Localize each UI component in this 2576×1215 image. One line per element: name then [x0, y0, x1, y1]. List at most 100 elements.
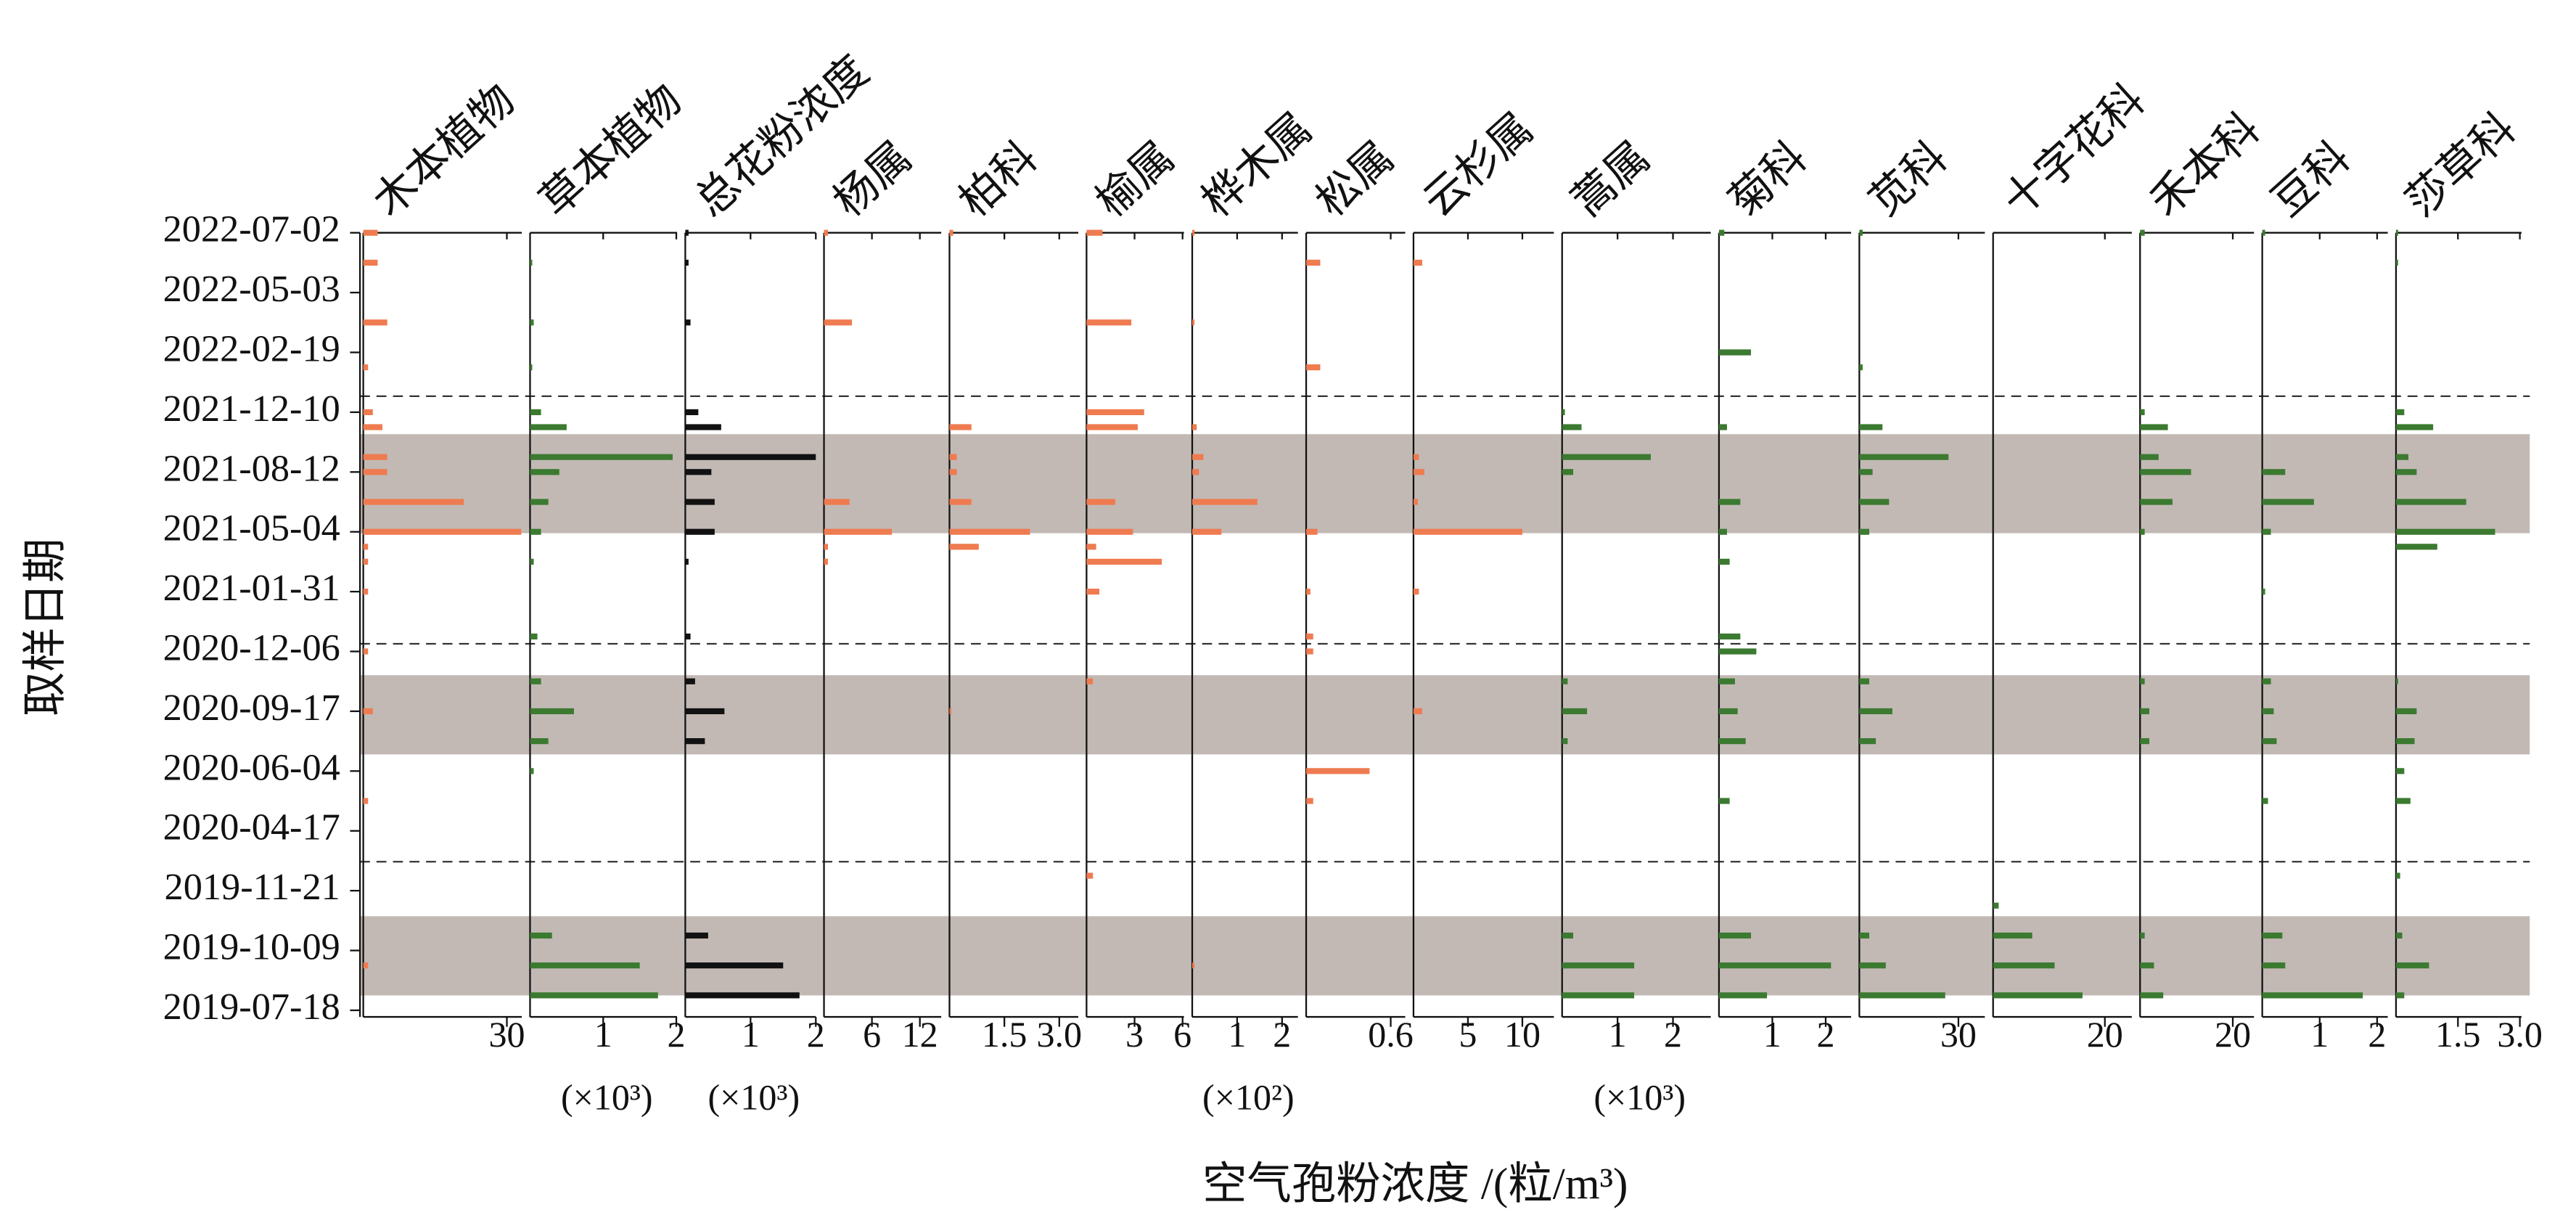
bar: [1192, 319, 1195, 326]
bar: [530, 364, 533, 371]
y-tick-label: 2021-01-31: [163, 567, 340, 609]
bar: [2140, 229, 2145, 236]
bar: [1859, 932, 1870, 939]
bar: [1306, 798, 1313, 804]
y-tick-label: 2020-04-17: [163, 806, 340, 848]
bar: [1306, 589, 1310, 595]
bar: [1718, 678, 1735, 684]
bar: [949, 469, 957, 475]
bar: [1192, 469, 1199, 475]
bar: [1859, 738, 1876, 745]
bar: [2262, 962, 2286, 969]
bar: [2395, 932, 2403, 939]
y-tick-label: 2019-10-09: [163, 926, 340, 968]
x-tick-label: 30: [488, 1014, 525, 1055]
bar: [685, 992, 800, 999]
y-tick-label: 2019-11-21: [165, 866, 340, 908]
bar: [530, 768, 534, 774]
bar: [2140, 992, 2164, 999]
bar: [1192, 499, 1258, 505]
bar: [1306, 633, 1313, 640]
bar: [1413, 469, 1424, 475]
bar: [530, 499, 549, 505]
x-tick-label: 1.5: [982, 1014, 1027, 1055]
bar: [1413, 259, 1422, 266]
bar: [2140, 932, 2145, 939]
panel-title: 桦木属: [1193, 104, 1321, 226]
bar: [1086, 319, 1132, 326]
bar: [2395, 872, 2400, 879]
bar: [685, 409, 699, 416]
bar: [530, 738, 549, 745]
bar: [2395, 424, 2434, 430]
bar: [363, 319, 387, 326]
bar: [2140, 454, 2159, 460]
panel-title: 柏科: [950, 133, 1046, 226]
bar: [2395, 678, 2398, 684]
panel-title: 榆属: [1087, 133, 1183, 226]
bar: [1718, 648, 1757, 655]
y-tick-label: 2021-12-10: [163, 388, 340, 430]
bar: [2262, 528, 2271, 535]
bar: [824, 229, 829, 236]
bar: [685, 229, 689, 236]
season-bands: [360, 434, 2530, 996]
x-axis-label: 空气孢粉浓度 /(粒/m³): [1202, 1160, 1628, 1209]
bar: [1562, 409, 1565, 416]
bar: [2395, 992, 2405, 999]
bar: [2395, 962, 2429, 969]
bar: [2262, 992, 2363, 999]
bar: [824, 319, 853, 326]
bar: [2395, 798, 2411, 804]
bar: [363, 708, 373, 715]
bar: [1086, 678, 1094, 684]
bar: [2395, 738, 2415, 745]
bar: [1086, 229, 1103, 236]
bar: [2395, 544, 2437, 550]
bar: [949, 544, 979, 550]
y-tick-label: 2020-06-04: [163, 746, 340, 788]
bar: [363, 424, 383, 430]
scale-label: (×10³): [708, 1077, 800, 1118]
panel-title: 松属: [1307, 133, 1403, 226]
panel-title: 苋科: [1860, 133, 1956, 226]
bar: [1086, 589, 1100, 595]
bar: [363, 962, 369, 969]
bar: [1859, 992, 1945, 999]
bar: [530, 409, 541, 416]
bar: [1192, 454, 1204, 460]
bar: [685, 678, 695, 684]
x-tick-label: 1.5: [2435, 1014, 2481, 1055]
y-tick-label: 2021-08-12: [163, 447, 340, 489]
bar: [1718, 349, 1752, 356]
bar: [1718, 633, 1741, 640]
bar: [1413, 589, 1419, 595]
bar: [1718, 528, 1727, 535]
x-tick-label: 2: [2368, 1014, 2386, 1055]
x-tick-label: 6: [1173, 1014, 1191, 1055]
bar: [530, 708, 574, 715]
bar: [1086, 409, 1144, 416]
bar: [363, 528, 522, 535]
bar: [2140, 678, 2145, 684]
bar: [530, 558, 534, 565]
bar: [685, 499, 715, 505]
bar: [1413, 528, 1522, 535]
bar: [530, 962, 640, 969]
bar: [1192, 962, 1195, 969]
scale-label: (×10³): [1593, 1077, 1686, 1118]
bar: [1086, 872, 1094, 879]
year-dividers: [360, 395, 2530, 863]
season-band: [360, 675, 2530, 755]
bar: [685, 469, 712, 475]
bar: [685, 259, 689, 266]
y-axis-label: 取样日期: [20, 539, 70, 717]
bar: [1859, 229, 1863, 236]
bar: [363, 364, 369, 371]
bar: [685, 932, 708, 939]
bar: [2140, 469, 2191, 475]
season-band: [360, 916, 2530, 996]
x-tick-label: 30: [1940, 1014, 1977, 1055]
bar: [1859, 454, 1949, 460]
